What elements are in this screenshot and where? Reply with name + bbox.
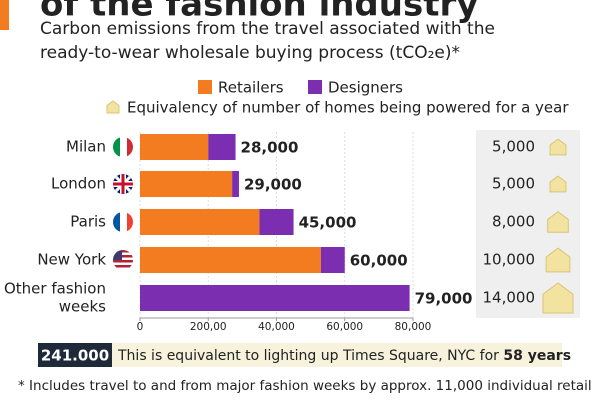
subtitle: ready-to-wear wholesale buying process (… [40,43,460,63]
legend-house-icon [106,100,120,114]
bar-segment [140,247,321,273]
flag-france [113,212,133,232]
bar-segment [140,171,233,197]
bar-segment [208,134,236,160]
total-label: 45,000 [299,214,357,232]
bar-segment [259,209,294,235]
legend-note: Equivalency of number of homes being pow… [127,99,569,117]
house-icon [549,175,567,193]
total-label: 60,000 [350,252,408,270]
y-tick-label: weeks [59,298,106,316]
bar-segment [140,134,209,160]
house-icon [547,211,569,233]
x-tick-label: 200,00 [190,321,227,333]
callout-sentence: This is equivalent to lighting up Times … [117,348,503,364]
footnote: * Includes travel to and from major fash… [18,378,592,394]
accent-strip [0,0,9,30]
chart-title: of the fashion industry [40,0,478,25]
homes-label: 5,000 [492,138,535,156]
y-tick-label: London [51,175,106,193]
x-tick-label: 40,000 [258,321,295,333]
legend-swatch [198,80,212,94]
y-tick-label: Other fashion [4,280,106,298]
legend-label: Retailers [218,79,284,97]
total-label: 28,000 [241,139,299,157]
x-tick-label: 80,000 [395,321,432,333]
callout-bold: 58 years [503,348,571,364]
bar-segment [140,285,410,311]
callout-number-box [38,343,112,367]
flag-usa [113,250,133,270]
x-tick-label: 60,000 [326,321,363,333]
homes-label: 10,000 [483,251,536,269]
callout-box [112,343,562,367]
callout-text: This is equivalent to lighting up Times … [117,348,571,364]
legend-label: Designers [328,79,403,97]
callout-number: 241.000 [41,347,109,365]
house-icon [542,282,574,314]
total-label: 79,000 [415,290,473,308]
house-icon [545,247,571,273]
bar-segment [140,209,260,235]
house-icon [549,138,567,156]
homes-label: 14,000 [483,289,536,307]
y-tick-label: New York [37,251,106,269]
y-tick-label: Paris [70,213,106,231]
total-label: 29,000 [244,176,302,194]
homes-label: 5,000 [492,175,535,193]
x-tick-label: 0 [137,321,144,333]
homes-label: 8,000 [492,213,535,231]
bar-segment [320,247,345,273]
bar-segment [232,171,239,197]
legend-swatch [308,80,322,94]
flag-uk [113,174,133,194]
subtitle: Carbon emissions from the travel associa… [40,19,495,39]
flag-italy [113,137,133,157]
y-tick-label: Milan [66,138,106,156]
